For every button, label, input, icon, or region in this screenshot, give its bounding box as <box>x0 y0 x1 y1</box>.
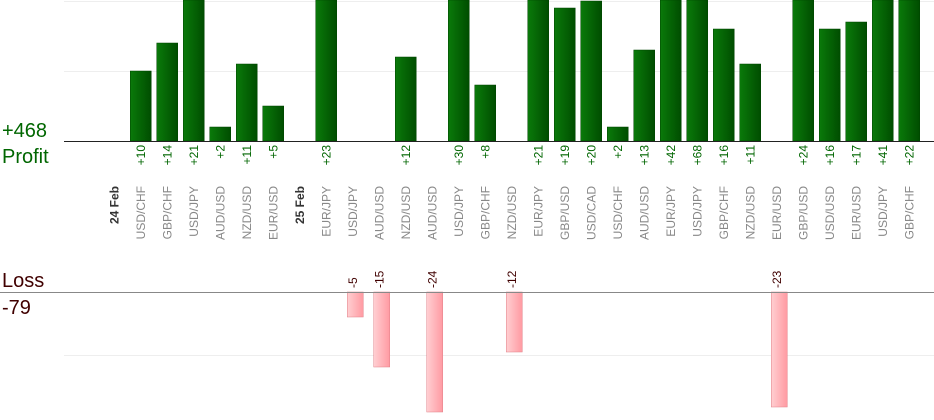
profit-bar <box>130 70 152 142</box>
value-label: +12 <box>399 145 413 166</box>
profit-bar <box>448 0 470 142</box>
profit-bar <box>209 126 231 142</box>
value-label: +2 <box>213 145 227 159</box>
loss-bar <box>506 291 523 353</box>
pair-label: USD/CAD <box>584 186 598 240</box>
value-label: +22 <box>902 145 916 166</box>
profit-total: +468 <box>2 120 47 142</box>
pair-label: NZD/USD <box>399 186 413 240</box>
value-label: +68 <box>690 145 704 166</box>
loss-bar <box>347 291 364 318</box>
pair-label: GBP/CHF <box>478 186 492 239</box>
pair-label: EUR/USD <box>849 186 863 240</box>
pair-label: GBP/USD <box>796 186 810 240</box>
value-label: +19 <box>558 145 572 166</box>
pair-label: GBP/CHF <box>717 186 731 239</box>
pair-label: AUD/USD <box>637 186 651 240</box>
pair-label: EUR/USD <box>266 186 280 240</box>
pair-label: NZD/USD <box>240 186 254 240</box>
profit-bar <box>262 105 284 142</box>
label-layer: 24 Feb USD/CHF +10 GBP/CHF +14 USD/JPY +21 AUD/… <box>107 145 916 288</box>
value-label: +11 <box>743 145 757 165</box>
profit-bar <box>686 0 708 142</box>
profit-bar <box>236 63 258 142</box>
pair-label: USD/JPY <box>876 186 890 237</box>
value-label: +17 <box>849 145 863 166</box>
profit-bar <box>580 0 602 142</box>
value-label: +16 <box>823 145 837 166</box>
value-label: -15 <box>372 270 386 288</box>
pair-label: NZD/USD <box>743 186 757 240</box>
profit-bar <box>395 56 417 142</box>
pair-label: EUR/JPY <box>319 186 333 237</box>
pair-label: EUR/JPY <box>664 186 678 237</box>
pair-label: EUR/USD <box>770 186 784 240</box>
pair-label: USD/CHF <box>134 186 148 239</box>
value-label: +24 <box>796 145 810 166</box>
pair-label: USD/CHF <box>611 186 625 239</box>
profit-bar <box>872 0 894 142</box>
value-label: +8 <box>478 145 492 159</box>
pair-label: GBP/CHF <box>160 186 174 239</box>
value-label: +5 <box>266 145 280 159</box>
bar-layer <box>130 0 920 413</box>
profit-bar <box>739 63 761 142</box>
pair-label: USD/JPY <box>187 186 201 237</box>
profit-bar <box>819 28 841 142</box>
profit-bar <box>660 0 682 142</box>
pair-label: USD/JPY <box>346 186 360 237</box>
pair-label: EUR/JPY <box>531 186 545 237</box>
profit-bar <box>315 0 337 142</box>
profit-heading: Profit <box>2 146 49 168</box>
value-label: +16 <box>717 145 731 166</box>
pair-label: GBP/USD <box>558 186 572 240</box>
profit-bar <box>183 0 205 142</box>
pair-label: USD/USD <box>823 186 837 240</box>
profit-bar <box>633 49 655 142</box>
value-label: -23 <box>770 270 784 288</box>
profit-bar <box>474 84 496 142</box>
pair-label: NZD/USD <box>505 186 519 240</box>
value-label: +21 <box>531 145 545 166</box>
value-label: +21 <box>187 145 201 166</box>
value-label: +41 <box>876 145 890 166</box>
pair-label: AUD/USD <box>372 186 386 240</box>
date-label: 25 Feb <box>293 186 307 224</box>
pair-label: USD/JPY <box>452 186 466 237</box>
value-label: +10 <box>134 145 148 166</box>
profit-bar <box>792 0 814 142</box>
loss-total: -79 <box>2 297 31 319</box>
loss-bar <box>426 291 443 413</box>
value-label: -24 <box>425 270 439 288</box>
value-label: +14 <box>160 145 174 166</box>
pair-label: GBP/CHF <box>902 186 916 239</box>
profit-bar <box>156 42 178 142</box>
profit-bar <box>898 0 920 142</box>
loss-bar <box>771 291 788 408</box>
loss-heading: Loss <box>2 270 44 292</box>
value-label: +42 <box>664 145 678 166</box>
value-label: +13 <box>637 145 651 166</box>
pair-label: AUD/USD <box>425 186 439 240</box>
value-label: +20 <box>584 145 598 166</box>
value-label: +30 <box>452 145 466 166</box>
value-label: -5 <box>346 277 360 288</box>
date-label: 24 Feb <box>107 186 121 224</box>
loss-bar <box>373 291 390 368</box>
value-label: -12 <box>505 270 519 288</box>
pair-label: AUD/USD <box>213 186 227 240</box>
profit-bar <box>527 0 549 142</box>
value-label: +23 <box>319 145 333 166</box>
profit-bar <box>713 28 735 142</box>
profit-bar <box>554 7 576 142</box>
value-label: +2 <box>611 145 625 159</box>
profit-bar <box>845 21 867 142</box>
profit-bar <box>607 126 629 142</box>
value-label: +11 <box>240 145 254 165</box>
pair-label: USD/JPY <box>690 186 704 237</box>
